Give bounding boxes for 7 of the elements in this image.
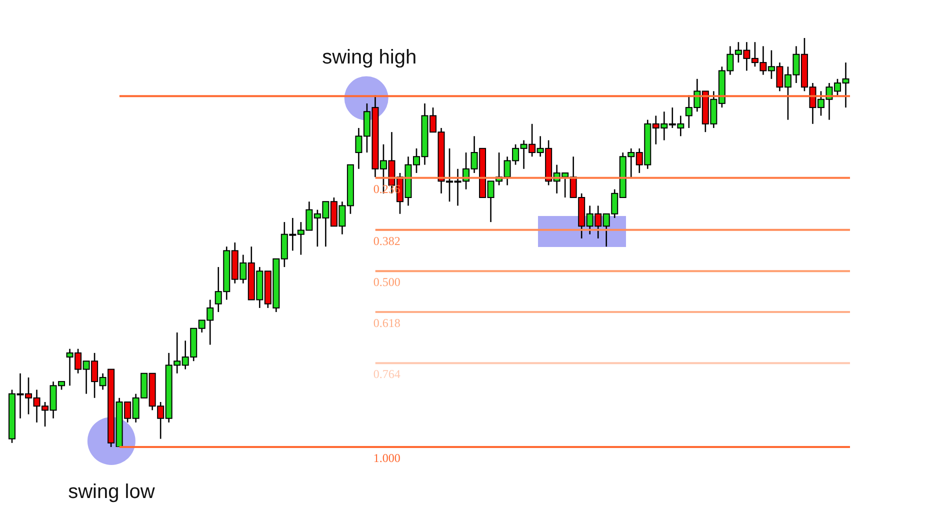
annotation: 0.618 (373, 316, 400, 330)
annotation: 0.500 (373, 275, 400, 290)
annotation: swing high (322, 46, 417, 68)
annotation: 1.000 (373, 451, 400, 465)
annotation: 0.382 (373, 234, 400, 248)
annotation: 0.764 (373, 367, 400, 382)
annotation: swing low (68, 481, 156, 503)
